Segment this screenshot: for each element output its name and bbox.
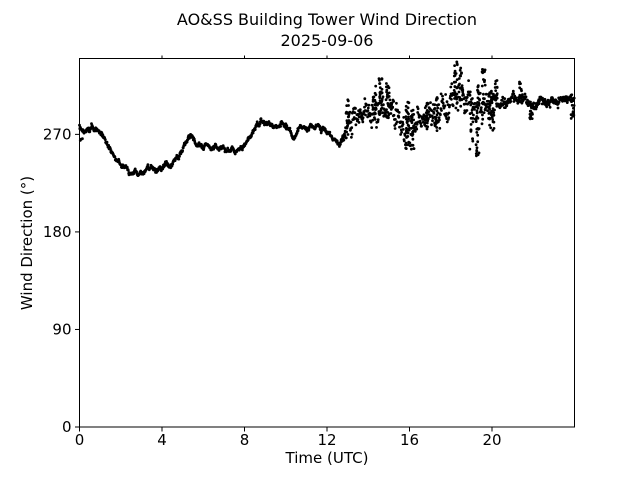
plot-frame [79, 58, 575, 428]
x-tick-label: 16 [400, 431, 419, 449]
x-tick-label: 8 [240, 431, 250, 449]
tick-labels: 0 4 8 12 16 20 0 90 180 270 [43, 125, 502, 449]
chart-subtitle: 2025-09-06 [281, 31, 374, 50]
x-tick-label: 12 [317, 431, 336, 449]
y-tick-label: 270 [43, 125, 72, 143]
scatter-points [78, 60, 576, 178]
y-axis-label: Wind Direction (°) [18, 176, 36, 310]
y-tick-label: 90 [52, 320, 71, 338]
x-tick-label: 0 [75, 431, 85, 449]
x-tick-label: 4 [157, 431, 167, 449]
y-tick-label: 180 [43, 223, 72, 241]
axis-ticks [75, 55, 493, 432]
chart-title: AO&SS Building Tower Wind Direction [177, 10, 477, 29]
x-axis-label: Time (UTC) [285, 449, 369, 467]
y-tick-label: 0 [62, 418, 72, 436]
x-tick-label: 20 [482, 431, 501, 449]
